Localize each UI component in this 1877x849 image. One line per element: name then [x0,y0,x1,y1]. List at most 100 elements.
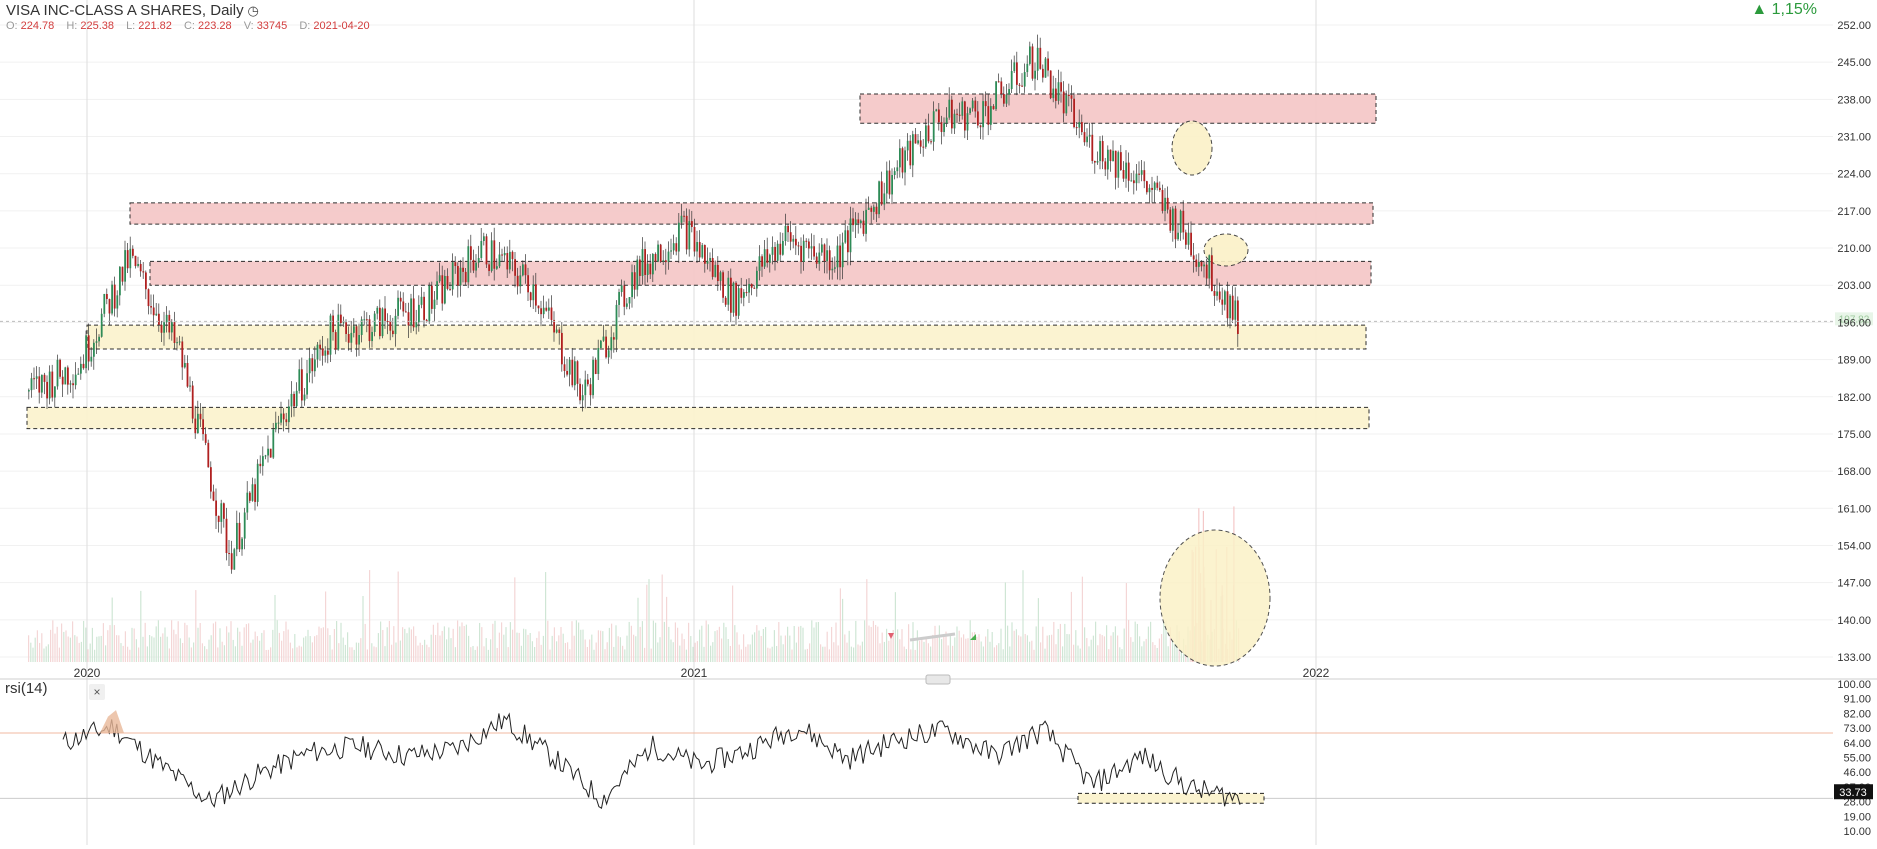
volume-bar [736,632,738,662]
volume-bar [34,637,36,662]
volume-bar [122,645,124,662]
volume-bar [133,628,135,662]
volume-bar [639,626,641,662]
candle-body [176,342,178,344]
volume-bar [263,630,265,662]
candle-body [197,413,199,434]
volume-bar [1090,639,1092,662]
candle-body [610,337,613,351]
candle-body [584,379,587,396]
resistance-zone [859,93,1377,124]
candle-body [727,277,730,305]
volume-bar [56,626,58,662]
volume-bar [1035,626,1037,662]
volume-bar [881,632,883,662]
volume-bar [899,639,901,662]
volume-bar [534,647,536,662]
volume-bar [146,646,148,662]
candle-body [74,374,77,386]
candle-body [59,359,61,377]
candle-body [95,341,98,343]
volume-bar [245,624,247,662]
volume-bar [725,627,727,662]
volume-bar [140,590,142,662]
candle-body [1234,300,1237,320]
volume-bar [443,626,445,662]
volume-bar [492,623,494,662]
volume-bar [826,631,828,662]
candle-body [35,376,38,379]
volume-bar [371,643,373,662]
candle-body [1073,98,1075,128]
volume-bar [331,649,333,662]
candle-body [290,393,293,407]
volume-bar [848,630,850,662]
candle-body [571,359,574,386]
candle-body [1057,82,1060,101]
candle-body [730,277,732,313]
volume-bar [1062,646,1064,662]
price-tick-label: 252.00 [1837,20,1871,32]
high-label: H: [66,20,78,32]
volume-bar [241,645,243,662]
candle-body [834,267,836,269]
close-label: C: [183,20,195,32]
open-label: O: [6,20,18,32]
candle-body [633,272,636,290]
candle-body [293,393,295,407]
volume-bar [267,649,269,662]
candle-body [199,413,202,420]
volume-bar [949,634,951,662]
volume-bar [309,636,311,662]
candle-body [212,491,215,501]
candle-body [574,361,576,386]
volume-bar [813,627,815,662]
volume-bar [613,646,615,662]
volume-bar [993,647,995,662]
candle-body [893,171,896,175]
candle-body [1224,291,1226,305]
candle-body [1166,197,1169,210]
candle-body [1005,94,1008,104]
candle-body [1218,291,1221,300]
volume-bar [283,631,285,662]
volume-bar [619,637,621,662]
volume-bar [754,632,756,662]
volume-bar [131,627,133,662]
volume-bar [124,631,126,662]
volume-bar [560,626,562,662]
volume-bar [208,639,210,662]
candle-body [142,271,145,273]
volume-bar [318,626,320,662]
volume-bar [494,620,496,662]
volume-bar [932,634,934,662]
volume-bar [776,646,778,662]
candle-body [589,384,592,396]
buy-marker-icon [970,634,976,640]
volume-bar [936,636,938,662]
volume-bar [221,641,223,662]
volume-bar [956,626,958,662]
volume-bar [685,649,687,662]
candle-body [342,322,345,324]
volume-bar [523,628,525,662]
volume-bar [699,629,701,662]
rsi-close-button[interactable]: × [89,684,105,700]
candle-body [134,255,137,267]
candle-body [171,322,173,333]
volume-bar [421,644,423,662]
volume-bar [1095,621,1097,662]
volume-bar [564,642,566,662]
volume-bar [985,636,987,662]
candle-body [618,292,620,305]
candle-body [126,250,129,269]
candle-body [376,307,379,314]
clock-icon: ◷ [247,3,259,18]
volume-bar [822,646,824,662]
volume-bar [292,648,294,662]
volume-bar [120,643,122,662]
price-tick-label: 175.00 [1837,429,1871,441]
volume-bar [505,627,507,662]
volume-bar [641,621,643,662]
